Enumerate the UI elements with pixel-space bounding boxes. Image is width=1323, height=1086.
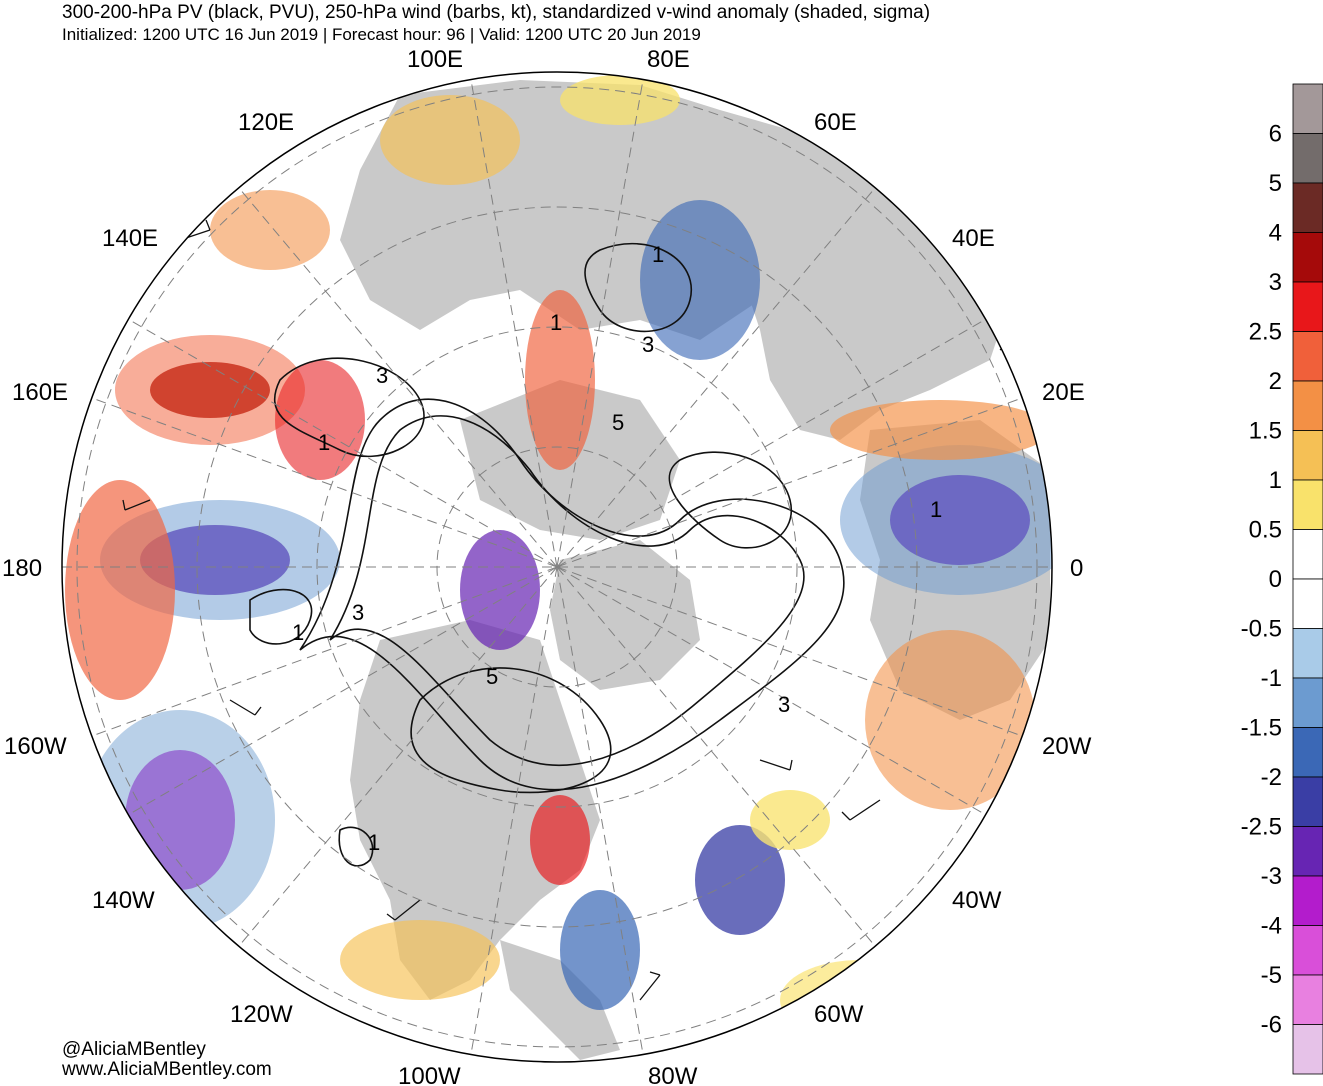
credit-website: www.AliciaMBentley.com bbox=[62, 1059, 272, 1080]
colorbar-label: 2 bbox=[1269, 368, 1282, 395]
colorbar-label: 4 bbox=[1269, 220, 1282, 247]
pv-label: 1 bbox=[550, 310, 562, 335]
colorbar-swatch bbox=[1292, 925, 1323, 976]
colorbar-swatch bbox=[1292, 479, 1323, 530]
credit-handle: @AliciaMBentley bbox=[62, 1039, 206, 1060]
lon-label-40e: 40E bbox=[952, 225, 995, 252]
colorbar-label: 2.5 bbox=[1249, 319, 1282, 346]
colorbar-label: 1 bbox=[1269, 467, 1282, 494]
colorbar-swatch bbox=[1292, 677, 1323, 728]
pv-contours bbox=[249, 242, 845, 867]
colorbar-label: -1 bbox=[1261, 665, 1282, 692]
map-boundary bbox=[61, 71, 1053, 1063]
colorbar-label: -2 bbox=[1261, 764, 1282, 791]
lon-label-120e: 120E bbox=[238, 109, 294, 136]
lon-label-60w: 60W bbox=[814, 1001, 864, 1028]
lon-label-140w: 140W bbox=[92, 887, 155, 914]
colorbar-swatch bbox=[1292, 875, 1323, 926]
lon-label-160e: 160E bbox=[12, 379, 68, 406]
colorbar-swatch bbox=[1292, 776, 1323, 827]
pv-label: 5 bbox=[486, 664, 498, 689]
lon-label-20w: 20W bbox=[1042, 733, 1092, 760]
colorbar-swatch bbox=[1292, 232, 1323, 283]
pv-labels: 1 3 5 1 3 1 5 1 3 1 3 1 bbox=[292, 242, 942, 855]
lon-label-100w: 100W bbox=[398, 1063, 461, 1086]
lon-label-160w: 160W bbox=[4, 733, 67, 760]
colorbar-label: -3 bbox=[1261, 863, 1282, 890]
colorbar: 6 5 4 3 2.5 2 1.5 1 0.5 0 -0.5 -1 -1.5 -2 -2.5 -3 -4 -5 -6 bbox=[1241, 83, 1323, 1075]
colorbar-label: 1.5 bbox=[1249, 418, 1282, 445]
colorbar-label: 5 bbox=[1269, 170, 1282, 197]
colorbar-label: -0.5 bbox=[1241, 616, 1282, 643]
graticule bbox=[62, 79, 1052, 1055]
colorbar-swatch bbox=[1292, 430, 1323, 481]
colorbar-swatch bbox=[1292, 133, 1323, 184]
colorbar-swatch bbox=[1292, 182, 1323, 233]
colorbar-swatch bbox=[1292, 83, 1323, 134]
pv-label: 1 bbox=[652, 242, 664, 267]
lon-label-120w: 120W bbox=[230, 1001, 293, 1028]
lon-label-100e: 100E bbox=[407, 46, 463, 73]
map-subtitle: Initialized: 1200 UTC 16 Jun 2019 | Fore… bbox=[62, 25, 701, 44]
lon-label-60e: 60E bbox=[814, 109, 857, 136]
pv-label: 1 bbox=[368, 830, 380, 855]
colorbar-label: 6 bbox=[1269, 121, 1282, 148]
colorbar-label: -1.5 bbox=[1241, 715, 1282, 742]
colorbar-label: -6 bbox=[1261, 1012, 1282, 1039]
pv-label: 1 bbox=[930, 497, 942, 522]
colorbar-swatch bbox=[1292, 331, 1323, 382]
lon-label-40w: 40W bbox=[952, 887, 1002, 914]
land-greenland bbox=[550, 540, 700, 690]
anomaly-shading bbox=[65, 75, 1052, 1040]
colorbar-swatch bbox=[1292, 974, 1323, 1025]
pv-label: 1 bbox=[292, 620, 304, 645]
pv-label: 5 bbox=[612, 410, 624, 435]
pv-label: 1 bbox=[318, 430, 330, 455]
colorbar-swatch bbox=[1292, 578, 1323, 629]
colorbar-swatch bbox=[1292, 281, 1323, 332]
colorbar-label: -5 bbox=[1261, 962, 1282, 989]
colorbar-label: -4 bbox=[1261, 913, 1282, 940]
pv-label: 3 bbox=[352, 600, 364, 625]
lon-label-80e: 80E bbox=[647, 46, 690, 73]
map-title: 300-200-hPa PV (black, PVU), 250-hPa win… bbox=[62, 2, 931, 23]
colorbar-swatch bbox=[1292, 529, 1323, 580]
pv-label: 3 bbox=[642, 332, 654, 357]
lon-label-20e: 20E bbox=[1042, 379, 1085, 406]
lon-label-0: 0 bbox=[1070, 555, 1083, 582]
colorbar-label: 3 bbox=[1269, 269, 1282, 296]
longitude-labels: 100E 80E 120E 60E 140E 40E 160E 20E 180 … bbox=[2, 46, 1092, 1086]
pv-label: 3 bbox=[778, 692, 790, 717]
land-central-america bbox=[500, 940, 620, 1060]
colorbar-swatch bbox=[1292, 628, 1323, 679]
lon-label-80w: 80W bbox=[648, 1063, 698, 1086]
pv-label: 3 bbox=[376, 363, 388, 388]
lon-label-180: 180 bbox=[2, 555, 42, 582]
land-europe bbox=[720, 110, 1010, 440]
colorbar-label: -2.5 bbox=[1241, 814, 1282, 841]
colorbar-swatch bbox=[1292, 727, 1323, 778]
colorbar-swatch bbox=[1292, 1024, 1323, 1075]
colorbar-label: 0 bbox=[1269, 566, 1282, 593]
colorbar-swatch bbox=[1292, 826, 1323, 877]
colorbar-label: 0.5 bbox=[1249, 517, 1282, 544]
colorbar-swatch bbox=[1292, 380, 1323, 431]
lon-label-140e: 140E bbox=[102, 225, 158, 252]
land-north-america bbox=[350, 620, 600, 1000]
